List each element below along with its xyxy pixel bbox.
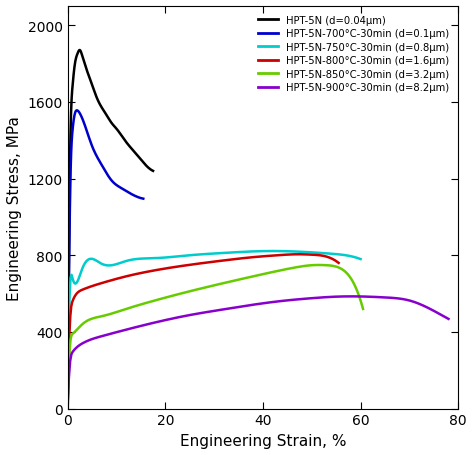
Legend: HPT-5N (d=0.04μm), HPT-5N-700°C-30min (d=0.1μm), HPT-5N-750°C-30min (d=0.8μm), H: HPT-5N (d=0.04μm), HPT-5N-700°C-30min (d… <box>254 12 453 97</box>
X-axis label: Engineering Strain, %: Engineering Strain, % <box>180 433 346 448</box>
Y-axis label: Engineering Stress, MPa: Engineering Stress, MPa <box>7 116 22 300</box>
